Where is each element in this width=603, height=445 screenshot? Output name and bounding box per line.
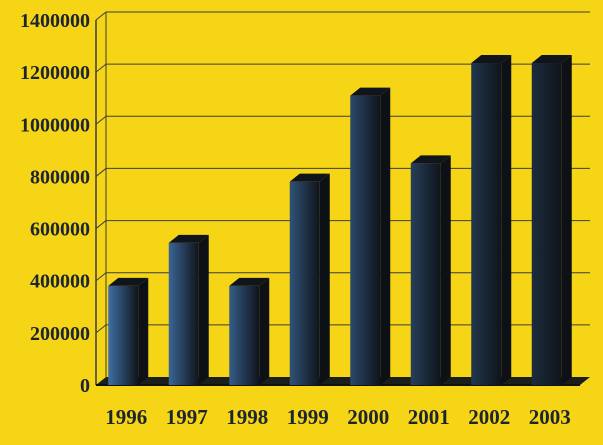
gridline-side (95, 115, 107, 125)
bar-top (229, 277, 270, 286)
bar-front (229, 285, 260, 385)
bar-top (471, 55, 512, 64)
y-tick-label: 400000 (30, 271, 90, 293)
gridline-side (95, 324, 107, 334)
bar-front (350, 95, 381, 385)
bar-side (440, 155, 451, 385)
bar-2002 (471, 55, 512, 386)
gridline-side (95, 11, 107, 21)
bars (108, 55, 572, 386)
bar-front (410, 163, 441, 385)
bar-side (380, 87, 391, 385)
x-tick-label: 2003 (529, 405, 571, 429)
bar-side (259, 277, 270, 385)
x-tick-label: 1998 (226, 405, 268, 429)
bar-side (138, 277, 149, 385)
gridline-side (95, 63, 107, 73)
x-tick-label: 1996 (105, 405, 147, 429)
x-tick-label: 1997 (166, 405, 208, 429)
bar-1997 (168, 234, 209, 385)
bar-1999 (289, 173, 330, 385)
bar-2003 (531, 55, 572, 386)
bar-1996 (108, 277, 149, 385)
y-tick-label: 1200000 (20, 62, 90, 84)
bar-side (561, 55, 572, 386)
bar-front (168, 242, 199, 385)
y-tick-label: 600000 (30, 219, 90, 241)
bar-side (319, 173, 330, 385)
bar-1998 (229, 277, 270, 385)
x-tick-label: 2000 (347, 405, 389, 429)
x-tick-label: 2001 (408, 405, 450, 429)
bar-side (501, 55, 512, 386)
x-axis-tick-labels: 1996 1997 1998 1999 2000 2001 2002 2003 (105, 405, 571, 429)
gridline-side (95, 220, 107, 229)
x-tick-label: 2002 (468, 405, 510, 429)
bar-front (289, 181, 320, 385)
bar-top (108, 277, 149, 286)
y-tick-label: 1000000 (20, 114, 90, 136)
bar-top (531, 55, 572, 64)
bar-top (410, 155, 451, 164)
x-tick-label: 1999 (287, 405, 329, 429)
y-tick-label: 800000 (30, 166, 90, 188)
bar-2000 (350, 87, 391, 385)
gridline-side (95, 272, 107, 282)
y-axis-tick-labels: 0 200000 400000 600000 800000 1000000 1200000 1… (20, 10, 90, 397)
bar-top (350, 87, 391, 96)
bar-2001 (410, 155, 451, 385)
floor (96, 377, 590, 385)
bar-side (198, 234, 209, 385)
bar-front (531, 63, 562, 386)
y-tick-label: 1400000 (20, 10, 90, 32)
gridline-side (95, 168, 107, 177)
bar-top (289, 173, 330, 182)
bar-front (471, 63, 502, 386)
bar-top (168, 234, 209, 243)
y-tick-label: 200000 (30, 323, 90, 345)
bar-front (108, 285, 139, 385)
y-tick-label: 0 (80, 375, 90, 397)
